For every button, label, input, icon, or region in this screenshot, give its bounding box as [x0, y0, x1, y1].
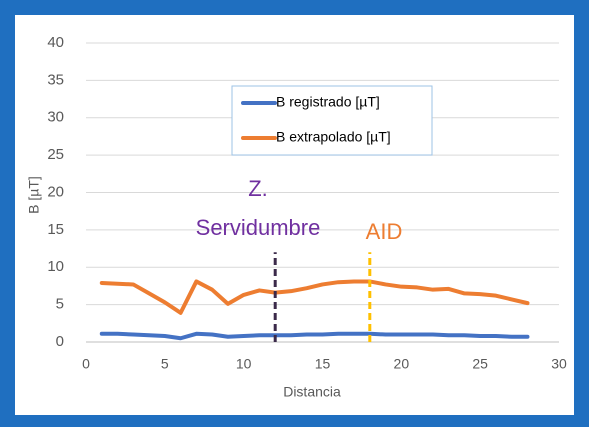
x-tick-label: 25: [472, 356, 488, 372]
x-tick-label: 30: [551, 356, 567, 372]
y-tick-label: 0: [56, 333, 64, 350]
x-tick-label: 5: [161, 356, 169, 372]
y-tick-label: 5: [56, 296, 64, 313]
y-tick-label: 35: [47, 71, 64, 88]
annotation: Z.: [248, 176, 268, 201]
data-line: [99, 279, 530, 315]
x-tick-label: 0: [82, 356, 90, 372]
data-line: [99, 331, 530, 341]
y-tick-label: 25: [47, 146, 64, 163]
x-axis-label: Distancia: [283, 384, 341, 400]
chart-background: [15, 15, 574, 415]
y-axis-label: B [µT]: [26, 176, 42, 214]
legend-label: B registrado [µT]: [276, 94, 380, 110]
x-tick-label: 10: [236, 356, 252, 372]
annotation: Servidumbre: [196, 215, 321, 240]
legend-box: [231, 85, 433, 156]
y-tick-label: 40: [47, 34, 64, 51]
x-tick-label: 15: [315, 356, 331, 372]
annotation: AID: [366, 219, 403, 244]
legend-label: B extrapolado [µT]: [276, 129, 391, 145]
y-tick-label: 20: [47, 183, 64, 200]
y-tick-label: 15: [47, 221, 64, 238]
x-tick-label: 20: [394, 356, 410, 372]
y-tick-label: 30: [47, 109, 64, 126]
y-tick-label: 10: [47, 258, 64, 275]
